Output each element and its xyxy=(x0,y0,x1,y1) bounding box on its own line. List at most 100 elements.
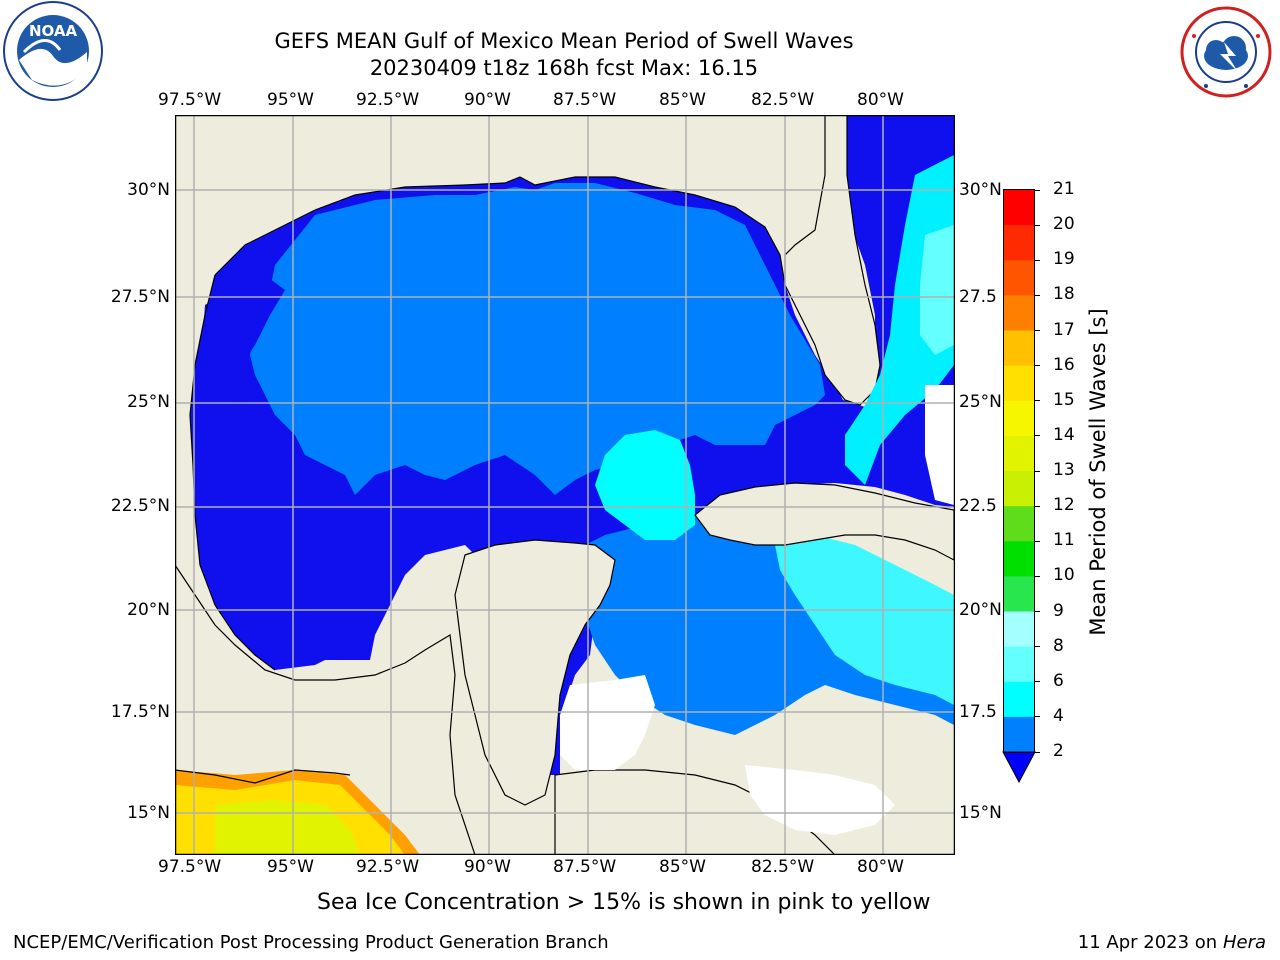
colorbar-tick-label: 14 xyxy=(1053,424,1075,445)
footer-date: 11 Apr 2023 on Hera xyxy=(1078,932,1266,953)
gulf-west-coastline xyxy=(189,274,276,671)
lat-label-right: 15°N xyxy=(959,803,1002,823)
colorbar-segment xyxy=(1004,365,1034,402)
nws-logo xyxy=(1180,6,1272,98)
colorbar-segment xyxy=(1004,330,1034,367)
colorbar-segment xyxy=(1004,471,1034,507)
lat-label-left: 17.5°N xyxy=(110,702,170,722)
colorbar-segment xyxy=(1004,611,1034,648)
cuba-land xyxy=(694,482,954,561)
gridlines xyxy=(175,115,954,854)
lon-label-top: 97.5°W xyxy=(158,90,222,110)
lat-label-left: 25°N xyxy=(127,392,170,412)
colorbar-segment xyxy=(1004,646,1034,683)
colorbar-segment xyxy=(1004,681,1034,718)
colorbar-tick-label: 16 xyxy=(1053,354,1075,375)
colorbar-segment xyxy=(1004,260,1034,296)
colorbar-tick-mark xyxy=(1034,540,1040,542)
lat-label-left: 22.5°N xyxy=(110,496,170,516)
colorbar-segment xyxy=(1004,576,1034,612)
colorbar-tick-mark xyxy=(1034,716,1040,718)
lon-label-top: 95°W xyxy=(267,90,314,110)
colorbar-tick-mark xyxy=(1034,400,1040,402)
missing-data-region xyxy=(745,765,895,835)
colorbar-segment xyxy=(1004,190,1034,226)
colorbar-tick-label: 20 xyxy=(1053,214,1075,235)
lat-label-left: 20°N xyxy=(127,600,170,620)
lat-label-right: 17.5 xyxy=(959,702,997,722)
lat-label-right: 25°N xyxy=(959,392,1002,412)
lon-label-top: 80°W xyxy=(857,90,904,110)
colorbar-tick-mark xyxy=(1034,224,1040,226)
footer-credit: NCEP/EMC/Verification Post Processing Pr… xyxy=(13,932,609,953)
colorbar-tick-label: 18 xyxy=(1053,284,1075,305)
colorbar-tick-mark xyxy=(1034,330,1040,331)
lon-label-bottom: 82.5°W xyxy=(751,857,815,877)
colorbar-tick-label: 6 xyxy=(1053,670,1064,691)
colorbar-segment xyxy=(1004,541,1034,577)
footer-host: Hera xyxy=(1222,932,1266,953)
lon-label-top: 87.5°W xyxy=(553,90,617,110)
colorbar-tick-mark xyxy=(1034,189,1040,191)
florida-land xyxy=(784,115,881,406)
mid-blue-plume xyxy=(580,515,954,735)
lon-label-bottom: 90°W xyxy=(464,857,511,877)
colorbar-tick-mark xyxy=(1034,611,1040,612)
noaa-logo-text: NOAA xyxy=(29,22,78,40)
colorbar-tick-mark xyxy=(1034,470,1040,472)
colorbar-label: Mean Period of Swell Waves [s] xyxy=(1086,308,1110,636)
colorbar-tick-mark xyxy=(1034,259,1040,261)
lat-label-right: 30°N xyxy=(959,180,1002,200)
colorbar-tick-label: 12 xyxy=(1053,495,1075,516)
lon-label-bottom: 87.5°W xyxy=(553,857,617,877)
map-frame xyxy=(175,115,955,855)
lat-label-right: 22.5 xyxy=(959,496,997,516)
lon-label-bottom: 97.5°W xyxy=(158,857,222,877)
missing-data-region xyxy=(925,385,954,505)
colorbar-tick-mark xyxy=(1034,505,1040,507)
colorbar-extend-arrow xyxy=(1002,751,1036,784)
lat-label-right: 20°N xyxy=(959,600,1002,620)
colorbar-tick-label: 2 xyxy=(1053,741,1064,761)
colorbar-tick-mark xyxy=(1034,681,1040,683)
lat-label-left: 30°N xyxy=(127,180,170,200)
lon-label-top: 92.5°W xyxy=(356,90,420,110)
lon-label-bottom: 92.5°W xyxy=(356,857,420,877)
colorbar-segment xyxy=(1004,506,1034,542)
colorbar-segment xyxy=(1004,400,1034,437)
lon-label-top: 90°W xyxy=(464,90,511,110)
lat-label-left: 15°N xyxy=(127,803,170,823)
chart-subtitle: 20230409 t18z 168h fcst Max: 16.15 xyxy=(369,56,759,80)
colorbar-tick-mark xyxy=(1034,435,1040,437)
sea-ice-note: Sea Ice Concentration > 15% is shown in … xyxy=(317,890,931,915)
lon-label-bottom: 85°W xyxy=(659,857,706,877)
colorbar-tick-label: 4 xyxy=(1053,705,1064,726)
deep-blue-pocket xyxy=(200,275,285,395)
noaa-logo: NOAA xyxy=(3,1,103,101)
lon-label-top: 85°W xyxy=(659,90,706,110)
colorbar-tick-label: 11 xyxy=(1053,530,1075,551)
mid-blue-region xyxy=(250,183,825,495)
colorbar-segment xyxy=(1004,225,1034,261)
colorbar-tick-label: 10 xyxy=(1053,565,1075,586)
colorbar-tick-mark xyxy=(1034,646,1040,648)
colorbar-segment xyxy=(1004,716,1034,753)
lon-label-bottom: 80°W xyxy=(857,857,904,877)
gulf-coastline xyxy=(214,176,786,286)
colorbar-tick-mark xyxy=(1034,294,1040,296)
missing-data-region xyxy=(560,675,655,770)
yucatan-land xyxy=(454,539,616,806)
chart-title: GEFS MEAN Gulf of Mexico Mean Period of … xyxy=(274,29,854,53)
lon-label-top: 82.5°W xyxy=(751,90,815,110)
cyan-band xyxy=(775,535,954,705)
light-cyan-strip xyxy=(920,225,954,355)
lat-label-right: 27.5 xyxy=(959,287,997,307)
colorbar-tick-label: 17 xyxy=(1053,319,1075,340)
map-panel xyxy=(175,115,955,855)
colorbar-tick-mark xyxy=(1034,365,1040,367)
colorbar-tick-label: 8 xyxy=(1053,635,1064,656)
lat-label-left: 27.5°N xyxy=(110,287,170,307)
cyan-region xyxy=(595,430,695,540)
lon-label-bottom: 95°W xyxy=(267,857,314,877)
colorbar-tick-label: 15 xyxy=(1053,389,1075,410)
